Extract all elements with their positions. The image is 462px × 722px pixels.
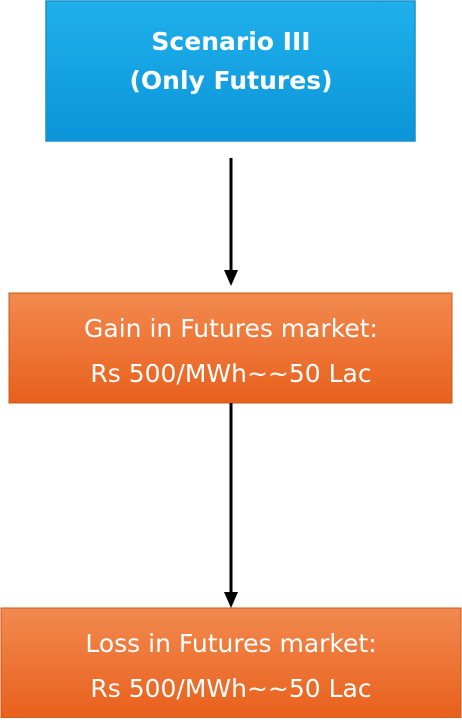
gain-box [8,292,453,404]
arrow-head [224,270,238,286]
loss-box [0,607,462,719]
scenario-box [45,0,416,142]
node-label: Rs 500/MWh~~50 Lac [90,674,371,703]
node-label: (Only Futures) [129,66,332,95]
node-label: Loss in Futures market: [85,629,376,658]
arrow-head [224,592,238,608]
node-label: Scenario III [151,27,310,56]
node-label: Rs 500/MWh~~50 Lac [90,359,371,388]
node-label: Gain in Futures market: [84,314,378,343]
